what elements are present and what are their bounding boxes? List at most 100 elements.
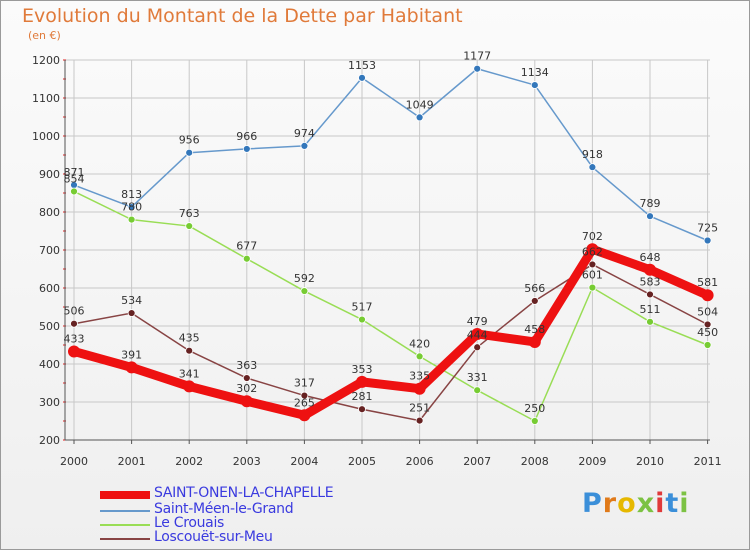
series-3-point: [530, 297, 539, 305]
x-tick-label-2011: 2011: [694, 455, 722, 468]
series-3-value-label: 444: [467, 328, 488, 341]
series-2-point: [242, 254, 251, 263]
series-1-point: [242, 145, 251, 153]
series-0-point: [240, 395, 253, 408]
series-2-line: [73, 190, 709, 422]
series-1-value-label: 1049: [406, 98, 434, 111]
logo-letter: x: [636, 488, 656, 519]
series-3-value-label: 534: [121, 294, 142, 307]
series-1-value-label: 966: [236, 130, 257, 143]
series-0-value-label: 391: [121, 348, 142, 361]
y-tick-label-200: 200: [39, 434, 60, 447]
x-tick-label-2002: 2002: [175, 455, 203, 468]
series-2-value-label: 511: [640, 303, 661, 316]
y-tick-label-1000: 1000: [32, 130, 60, 143]
series-3-point: [703, 320, 712, 329]
series-0-point: [471, 327, 484, 340]
series-1-value-label: 725: [697, 222, 718, 235]
series-0-value-label: 458: [524, 323, 545, 336]
series-2-value-label: 854: [64, 172, 85, 185]
y-tick-label-900: 900: [39, 168, 60, 181]
x-tick-label-2001: 2001: [118, 455, 146, 468]
series-3-point: [300, 391, 309, 400]
series-0-point: [701, 289, 714, 302]
series-0-point: [644, 263, 656, 276]
series-3-value-label: 566: [524, 282, 545, 295]
series-1-point: [415, 113, 424, 122]
legend-swatch-saint-meen: [100, 510, 150, 512]
series-2-point: [300, 287, 309, 295]
series-2-value-label: 763: [179, 207, 200, 220]
series-2-point: [530, 417, 539, 425]
x-tick-label-2005: 2005: [348, 455, 376, 468]
series-1-value-label: 1177: [463, 50, 491, 63]
series-0-point: [586, 243, 599, 256]
series-2-point: [703, 341, 712, 349]
proxiti-logo: Proxiti: [582, 488, 690, 519]
series-1-value-label: 974: [294, 127, 315, 140]
series-1-point: [703, 236, 712, 245]
series-0-point: [528, 335, 541, 348]
series-2-value-label: 420: [409, 337, 430, 350]
series-3-point: [646, 290, 654, 299]
y-tick-label-1100: 1100: [32, 92, 60, 105]
series-3-point: [588, 260, 597, 269]
series-3-point: [127, 309, 136, 317]
series-0-value-label: 302: [236, 382, 257, 395]
legend-swatch-loscouet: [100, 538, 150, 540]
series-3-line: [73, 263, 709, 422]
x-tick-label-2009: 2009: [578, 455, 606, 468]
legend-swatch-saint-onen: [100, 491, 150, 499]
series-1-value-label: 1134: [521, 66, 549, 79]
series-1-point: [127, 203, 136, 211]
logo-letter: i: [655, 488, 666, 519]
y-tick-label-500: 500: [39, 320, 60, 333]
series-1-value-label: 918: [582, 148, 603, 161]
logo-letter: r: [602, 488, 618, 519]
x-tick-label-2004: 2004: [290, 455, 318, 468]
series-3-value-label: 281: [352, 390, 373, 403]
legend-label-saint-onen: SAINT-ONEN-LA-CHAPELLE: [154, 485, 334, 501]
series-2-value-label: 450: [697, 326, 718, 339]
series-3-value-label: 662: [582, 245, 603, 258]
series-1-line: [73, 67, 709, 242]
series-0-point: [298, 409, 311, 422]
series-1-point: [530, 81, 539, 89]
series-3-point: [473, 343, 482, 352]
x-tick-label-2006: 2006: [406, 455, 434, 468]
series-0-value-label: 702: [582, 230, 603, 243]
series-0-value-label: 581: [697, 276, 718, 289]
series-0-point: [413, 382, 426, 395]
legend-label-saint-meen: Saint-Méen-le-Grand: [154, 501, 294, 517]
series-2-point: [70, 187, 78, 196]
series-2-point: [185, 222, 194, 230]
y-tick-label-700: 700: [39, 244, 60, 257]
series-3-value-label: 363: [236, 359, 257, 372]
series-3-value-label: 317: [294, 377, 315, 390]
series-0-point: [68, 345, 80, 358]
series-0-value-label: 648: [640, 251, 661, 264]
series-0-value-label: 335: [409, 370, 430, 383]
series-2-value-label: 331: [467, 371, 488, 384]
series-1-point: [358, 73, 366, 82]
series-3-point: [358, 405, 366, 414]
series-1-value-label: 789: [640, 197, 661, 210]
series-1-point: [185, 148, 194, 157]
series-0-value-label: 265: [294, 396, 315, 409]
series-0-line: [69, 244, 713, 420]
series-2-value-label: 592: [294, 272, 315, 285]
series-3-point: [70, 319, 78, 328]
series-2-point: [127, 215, 136, 224]
series-1-point: [588, 163, 597, 172]
series-2-value-label: 250: [524, 402, 545, 415]
series-1-value-label: 956: [179, 134, 200, 147]
series-0-point: [183, 380, 196, 393]
series-2-point: [473, 386, 482, 395]
series-2-value-label: 677: [236, 240, 257, 253]
series-3-point: [185, 346, 194, 355]
series-3-value-label: 504: [697, 305, 718, 318]
chart-unit-label: (en €): [28, 29, 61, 42]
series-2-value-label: 601: [582, 269, 603, 282]
y-tick-label-600: 600: [39, 282, 60, 295]
